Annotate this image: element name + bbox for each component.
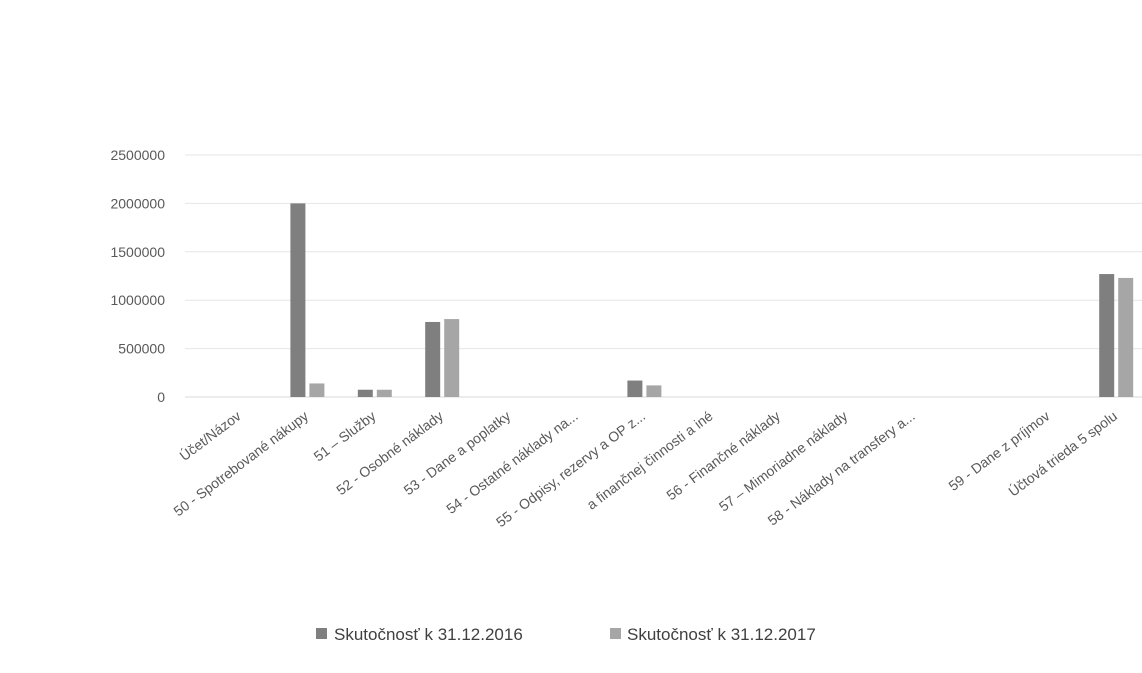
bar-2017 bbox=[444, 319, 460, 397]
bar-2017 bbox=[376, 389, 392, 397]
bar-2017 bbox=[1118, 277, 1134, 397]
x-tick-label: 50 - Spotrebované nákupy bbox=[170, 408, 311, 520]
bars bbox=[290, 203, 1134, 397]
y-tick-label: 1500000 bbox=[110, 244, 165, 260]
y-tick-label: 2000000 bbox=[110, 195, 165, 211]
legend: Skutočnosť k 31.12.2016 Skutočnosť k 31.1… bbox=[316, 625, 816, 644]
legend-label: Skutočnosť k 31.12.2017 bbox=[627, 625, 816, 644]
x-tick-label: 56 - Finančné náklady bbox=[663, 408, 783, 504]
bar-2016 bbox=[290, 203, 306, 397]
y-tick-label: 0 bbox=[157, 389, 165, 405]
bar-2016 bbox=[425, 321, 441, 397]
y-tick-label: 500000 bbox=[118, 341, 165, 357]
x-tick-label: Účtová trieda 5 spolu bbox=[1005, 408, 1120, 500]
legend-swatch bbox=[316, 628, 327, 639]
bar-2017 bbox=[646, 385, 662, 397]
x-tick-label: 51 – Služby bbox=[311, 408, 379, 465]
bar-2016 bbox=[627, 380, 643, 397]
bar-2016 bbox=[357, 389, 373, 397]
bar-2017 bbox=[309, 383, 325, 397]
gridlines bbox=[185, 154, 1142, 398]
y-tick-label: 2500000 bbox=[110, 147, 165, 163]
x-tick-label: 54 - Ostatné náklady na... bbox=[443, 408, 581, 517]
legend-swatch bbox=[610, 628, 621, 639]
bar-2016 bbox=[1099, 274, 1115, 397]
x-tick-label: 57 – Mimoriadne náklady bbox=[716, 408, 851, 515]
x-tick-label: Účet/Názov bbox=[176, 408, 243, 464]
legend-label: Skutočnosť k 31.12.2016 bbox=[334, 625, 523, 644]
x-tick-label: a finančnej činnosti a iné bbox=[584, 407, 716, 512]
y-axis: 0 500000 1000000 1500000 2000000 2500000 bbox=[110, 147, 165, 405]
y-tick-label: 1000000 bbox=[110, 292, 165, 308]
